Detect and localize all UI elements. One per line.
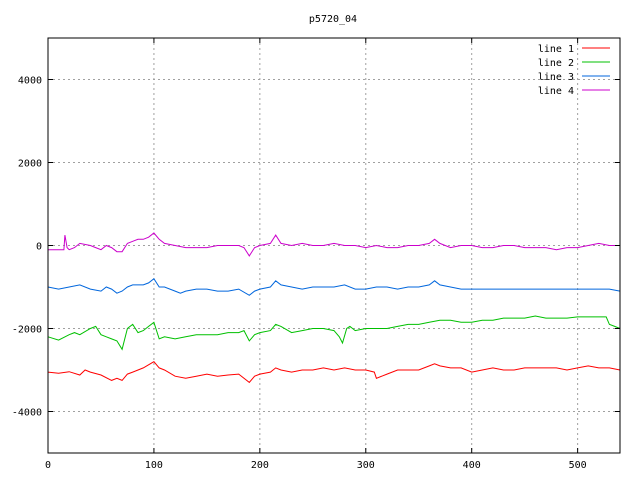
tick-labels: 0 100 200 300 400 500 -4000 -2000 0 2000 4000 [12,76,587,472]
x-tick-label: 300 [357,460,375,471]
x-tick-label: 0 [45,460,51,471]
legend-label: line 2 [538,58,574,69]
y-tick-label: -2000 [12,325,42,336]
tick-marks [47,38,620,453]
y-tick-label: 4000 [18,76,42,87]
legend-item: line 1 [538,44,610,55]
legend-item: line 2 [538,58,610,69]
series-line-3 [47,277,621,296]
chart-title: p5720_04 [309,14,357,25]
legend-label: line 1 [538,44,574,55]
series-layer [47,232,621,384]
x-tick-label: 200 [251,460,269,471]
y-tick-label: 2000 [18,159,42,170]
legend: line 1 line 2 line 3 line 4 [538,44,610,97]
x-tick-label: 500 [569,460,587,471]
legend-item: line 3 [538,72,610,83]
legend-item: line 4 [538,86,610,97]
y-tick-label: 0 [36,242,42,253]
series-line-1 [47,361,621,384]
legend-label: line 3 [538,72,574,83]
x-tick-label: 400 [463,460,481,471]
y-tick-label: -4000 [12,408,42,419]
x-tick-label: 100 [145,460,163,471]
legend-label: line 4 [538,86,574,97]
grid [48,38,620,453]
series-line-4 [48,232,620,257]
series-line-2 [47,315,621,351]
